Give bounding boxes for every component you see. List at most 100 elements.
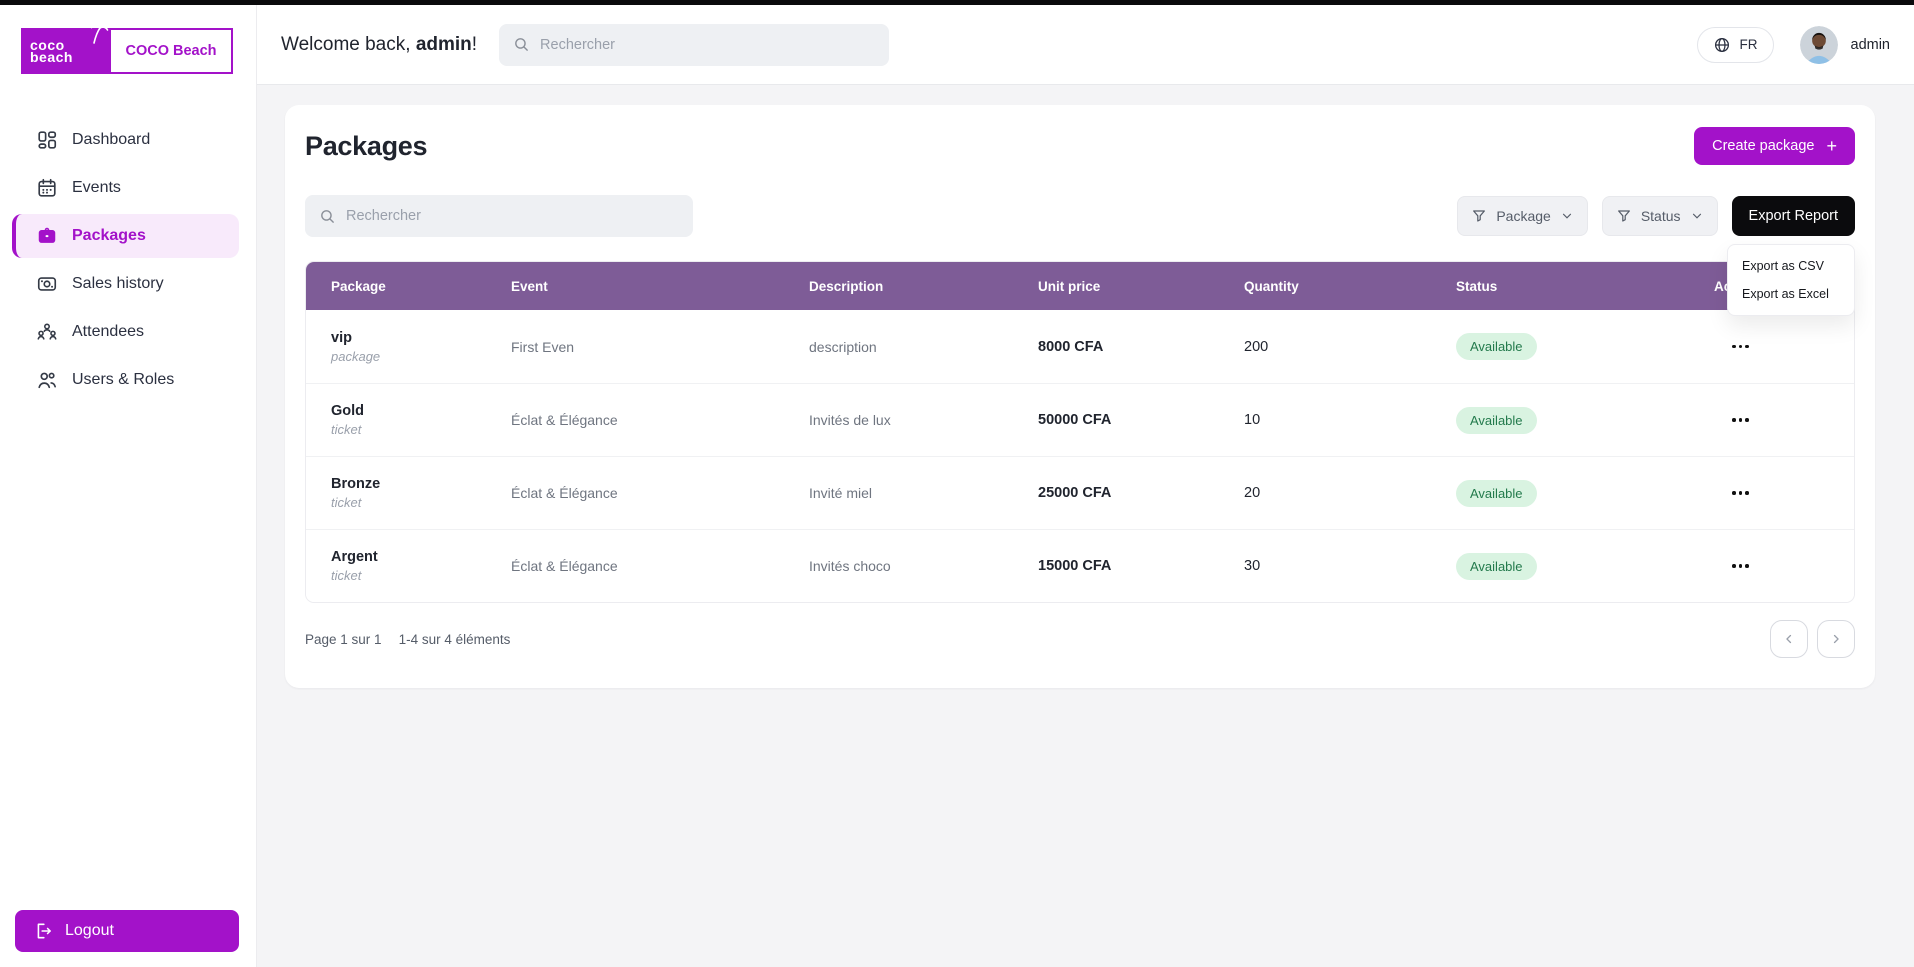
sidebar: coco beach COCO Beach: [0, 5, 257, 967]
welcome-prefix: Welcome back,: [281, 33, 416, 55]
top-strip: [0, 0, 1914, 5]
palm-tree-icon: [83, 19, 109, 45]
user-avatar[interactable]: [1799, 25, 1838, 64]
package-quantity: 200: [1244, 338, 1269, 355]
col-header-unit-price: Unit price: [1038, 278, 1101, 294]
sidebar-item-sales-history[interactable]: Sales history: [12, 262, 239, 306]
next-page-button[interactable]: [1817, 620, 1855, 658]
sidebar-item-label: Events: [72, 179, 121, 196]
globe-icon: [1713, 36, 1731, 54]
export-report-button[interactable]: Export Report: [1731, 196, 1855, 236]
create-package-label: Create package: [1712, 138, 1815, 154]
search-icon: [513, 36, 530, 53]
package-unit-price: 25000 CFA: [1038, 485, 1112, 501]
main-area: Packages Create package +: [257, 85, 1914, 967]
package-event: Éclat & Élégance: [511, 558, 618, 574]
table-row: Bronze ticket Éclat & Élégance Invité mi…: [306, 456, 1854, 529]
header-search[interactable]: [499, 23, 890, 66]
status-badge: Available: [1456, 406, 1537, 434]
export-menu: Export as CSV Export as Excel: [1727, 244, 1855, 316]
package-name: Argent: [331, 549, 378, 565]
row-actions-button[interactable]: [1728, 339, 1753, 355]
sidebar-item-label: Packages: [72, 227, 146, 244]
header-username: admin: [1850, 36, 1891, 53]
table-row: Gold ticket Éclat & Élégance Invités de …: [306, 383, 1854, 456]
status-badge: Available: [1456, 479, 1537, 507]
package-unit-price: 8000 CFA: [1038, 338, 1104, 355]
attendees-icon: [36, 321, 58, 343]
packages-card: Packages Create package +: [285, 105, 1875, 688]
package-type: ticket: [331, 568, 362, 583]
language-selector[interactable]: FR: [1696, 26, 1774, 63]
table-row: vip package First Even description 8000 …: [306, 310, 1854, 383]
package-unit-price: 15000 CFA: [1038, 558, 1112, 574]
logo-wordmark-text: COCO Beach: [125, 43, 217, 59]
package-type: ticket: [331, 422, 362, 437]
packages-table: Package Event Description Unit price Qua…: [305, 261, 1855, 603]
package-description: Invités choco: [809, 558, 891, 574]
items-info: 1-4 sur 4 éléments: [398, 631, 511, 647]
brand-logo[interactable]: coco beach COCO Beach: [21, 21, 256, 74]
package-description: Invités de lux: [809, 412, 891, 428]
welcome-message: Welcome back, admin!: [281, 34, 477, 56]
sidebar-item-events[interactable]: Events: [12, 166, 239, 210]
status-badge: Available: [1456, 552, 1537, 580]
row-actions-button[interactable]: [1728, 485, 1753, 501]
logo-text-line1: coco: [30, 37, 65, 53]
top-header: Welcome back, admin!: [257, 5, 1914, 85]
page-title: Packages: [305, 130, 428, 161]
header-search-input[interactable]: [540, 36, 876, 53]
package-quantity: 20: [1244, 485, 1261, 501]
table-header-row: Package Event Description Unit price Qua…: [306, 262, 1854, 310]
package-event: Éclat & Élégance: [511, 412, 618, 428]
row-actions-button[interactable]: [1728, 558, 1753, 574]
logout-button[interactable]: Logout: [15, 910, 239, 952]
sidebar-spacer: [0, 406, 256, 910]
package-name: vip: [331, 329, 352, 346]
create-package-button[interactable]: Create package +: [1694, 127, 1855, 165]
packages-search-input[interactable]: [346, 208, 679, 224]
col-header-description: Description: [809, 278, 884, 294]
logo-wordmark: COCO Beach: [109, 28, 233, 74]
logo-text-line2: beach: [30, 49, 73, 65]
package-name: Bronze: [331, 476, 381, 492]
chevron-down-icon: [1690, 209, 1704, 223]
package-event: First Even: [511, 338, 575, 355]
package-quantity: 30: [1244, 558, 1261, 574]
sidebar-item-packages[interactable]: Packages: [12, 214, 239, 258]
sidebar-item-label: Users & Roles: [72, 371, 175, 388]
welcome-suffix: !: [471, 33, 478, 55]
package-type: ticket: [331, 495, 362, 510]
briefcase-icon: [36, 225, 58, 247]
sidebar-item-label: Sales history: [72, 275, 164, 292]
row-actions-button[interactable]: [1728, 412, 1753, 428]
package-event: Éclat & Élégance: [511, 485, 618, 501]
filter-status-dropdown[interactable]: Status: [1601, 196, 1718, 236]
sidebar-item-dashboard[interactable]: Dashboard: [12, 118, 239, 162]
filter-icon: [1616, 208, 1632, 224]
filter-package-dropdown[interactable]: Package: [1457, 196, 1588, 236]
col-header-package: Package: [331, 278, 386, 294]
cash-icon: [36, 273, 58, 295]
chevron-down-icon: [1560, 209, 1574, 223]
col-header-quantity: Quantity: [1244, 278, 1299, 294]
package-name: Gold: [331, 403, 365, 419]
export-csv-option[interactable]: Export as CSV: [1742, 259, 1824, 273]
package-quantity: 10: [1244, 412, 1261, 428]
dashboard-icon: [36, 129, 58, 151]
prev-page-button[interactable]: [1770, 620, 1808, 658]
sidebar-item-label: Attendees: [72, 323, 145, 340]
pagination: Page 1 sur 1 1-4 sur 4 éléments: [305, 620, 1855, 658]
export-excel-option[interactable]: Export as Excel: [1742, 287, 1829, 301]
sidebar-item-users-roles[interactable]: Users & Roles: [12, 358, 239, 402]
logout-icon: [33, 921, 53, 941]
col-header-status: Status: [1456, 278, 1498, 294]
logout-label: Logout: [65, 922, 114, 939]
page-info: Page 1 sur 1: [305, 631, 382, 647]
filter-status-label: Status: [1640, 208, 1681, 224]
language-label: FR: [1739, 37, 1758, 52]
package-unit-price: 50000 CFA: [1038, 412, 1112, 428]
sidebar-item-attendees[interactable]: Attendees: [12, 310, 239, 354]
filter-icon: [1471, 208, 1487, 224]
packages-search[interactable]: [305, 195, 693, 237]
